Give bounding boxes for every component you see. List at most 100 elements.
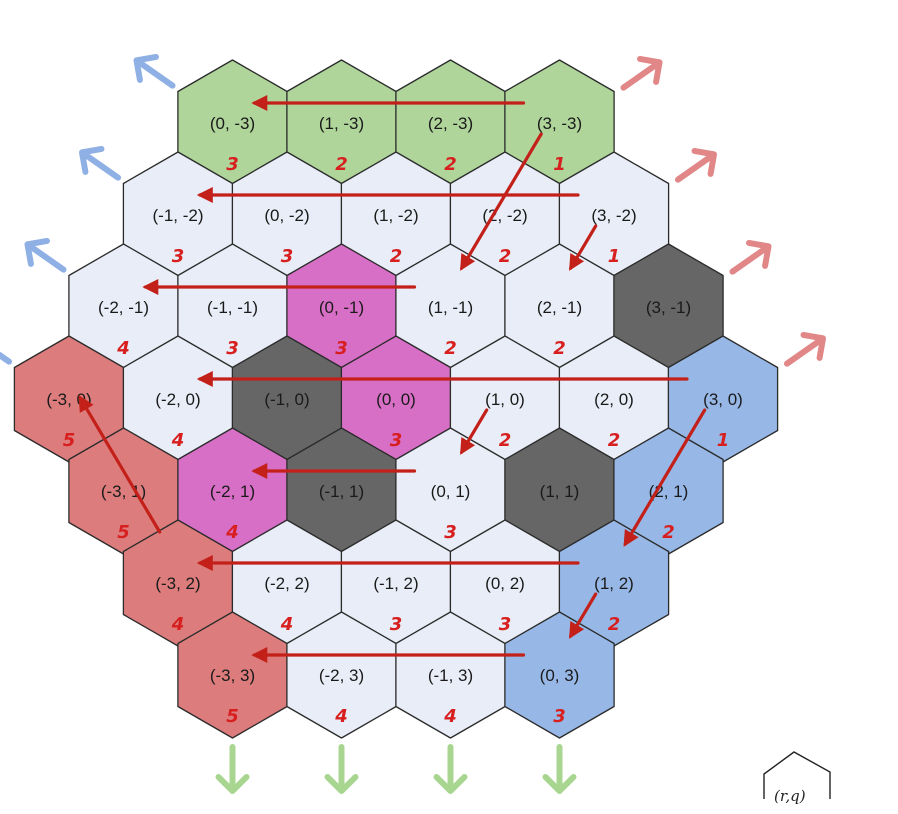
hex-cost-label: 2	[662, 522, 675, 543]
hex-cost-label: 2	[553, 338, 566, 359]
edge-arrow-upper-left-3-icon	[0, 329, 13, 365]
hex-cost-label: 4	[334, 706, 348, 727]
hex-coordinate-label: (0, 1)	[431, 482, 471, 501]
hex-coordinate-label: (-1, -1)	[207, 298, 258, 317]
hex-coordinate-label: (1, -3)	[319, 114, 364, 133]
hex-coordinate-label: (0, -2)	[264, 206, 309, 225]
flow-arrow-4	[569, 224, 598, 271]
hex-cell-2--1: (2, -1) 2	[504, 243, 615, 371]
hex-coordinate-label: (-2, 2)	[264, 574, 309, 593]
hex-coordinate-label: (0, -3)	[210, 114, 255, 133]
flow-arrow-3	[460, 132, 543, 271]
edge-arrow-down-3-icon	[542, 744, 577, 794]
edge-arrow-upper-right-1-icon	[674, 147, 718, 183]
hex-cell-3--2: (3, -2) 1	[558, 151, 670, 279]
hex-cost-label: 5	[63, 430, 76, 451]
hex-coordinate-label: (0, 0)	[376, 390, 416, 409]
hex-cost-label: 4	[171, 430, 185, 451]
hex-cost-label: 2	[499, 430, 512, 451]
flow-arrow-10	[569, 592, 598, 639]
hex-cost-label: 3	[390, 430, 403, 451]
hex-coordinate-label: (-2, 3)	[319, 666, 364, 685]
hex-cost-label: 5	[117, 522, 130, 543]
hex-cost-label: 2	[335, 154, 348, 175]
edge-arrow-upper-left-0-icon	[133, 53, 176, 89]
hex-cell-3-1: (-3, 1) 5	[68, 427, 179, 555]
hex-coordinate-label: (1, -2)	[373, 206, 418, 225]
hex-cost-label: 1	[717, 430, 730, 451]
hex-coordinate-label: (0, 3)	[540, 666, 580, 685]
hex-cell-3--1: (3, -1)	[613, 243, 724, 371]
hex-cost-label: 1	[608, 246, 621, 267]
hex-cost-label: 3	[226, 154, 239, 175]
edge-arrow-down-2-icon	[433, 744, 468, 794]
edge-arrow-upper-right-3-icon	[783, 331, 827, 367]
hex-coordinate-label: (-3, 2)	[155, 574, 200, 593]
hex-cost-label: 3	[226, 338, 239, 359]
hex-coordinate-label: (-1, 3)	[428, 666, 473, 685]
edge-arrow-upper-left-1-icon	[78, 145, 122, 181]
hex-cost-label: 2	[444, 154, 457, 175]
edge-arrow-down-0-icon	[215, 744, 250, 794]
hex-coordinate-label: (3, -3)	[537, 114, 582, 133]
hex-cell-1--3: (1, -3) 2	[286, 59, 397, 187]
hex-cost-label: 3	[444, 522, 457, 543]
hex-coordinate-label: (3, 0)	[703, 390, 743, 409]
hex-cost-label: 4	[443, 706, 457, 727]
hex-coordinate-label: (-3, 1)	[101, 482, 146, 501]
hex-cost-label: 3	[281, 246, 294, 267]
hex-cost-label: 3	[390, 614, 403, 635]
hex-cell-0-3: (0, 3) 3	[504, 611, 615, 739]
flow-arrow-8	[623, 408, 707, 547]
hex-cost-label: 1	[553, 154, 566, 175]
hex-coordinate-label: (2, 0)	[594, 390, 634, 409]
hex-coordinate-label: (-1, 2)	[373, 574, 418, 593]
hex-cost-label: 2	[608, 430, 621, 451]
flow-arrows	[78, 95, 707, 663]
hex-cost-label: 2	[608, 614, 621, 635]
hex-coordinate-label: (-1, -2)	[153, 206, 204, 225]
hex-cell-3-3: (-3, 3) 5	[177, 611, 288, 739]
hex-cell-0-0: (0, 0) 3	[340, 335, 452, 463]
hex-coordinate-label: (0, 2)	[485, 574, 525, 593]
hex-coordinate-label: (-2, -1)	[98, 298, 149, 317]
hex-cost-label: 4	[171, 614, 185, 635]
hex-cell-3-0: (3, 0) 1	[667, 335, 779, 463]
hex-cell-2--2: (2, -2) 2	[449, 151, 561, 279]
hex-coordinate-label: (0, -1)	[319, 298, 364, 317]
hex-cost-label: 5	[226, 706, 239, 727]
hex-cell-2-1: (-2, 1) 4	[177, 427, 288, 555]
hex-cost-label: 3	[553, 706, 566, 727]
flow-arrow-12	[78, 395, 162, 534]
hex-coordinate-label: (3, -2)	[591, 206, 636, 225]
flow-arrow-6	[460, 408, 489, 455]
hex-cost-label: 2	[444, 338, 457, 359]
legend-label: (r,q)	[774, 787, 806, 805]
hex-cost-label: 4	[280, 614, 294, 635]
edge-arrow-upper-right-2-icon	[729, 239, 772, 275]
hex-cost-label: 3	[499, 614, 512, 635]
hex-cost-label: 4	[225, 522, 239, 543]
hex-coordinate-label: (2, -3)	[428, 114, 473, 133]
hex-coordinate-label: (-2, 0)	[155, 390, 200, 409]
edge-arrow-upper-right-0-icon	[620, 55, 663, 91]
edge-arrows	[0, 53, 827, 794]
hex-coordinate-label: (2, -1)	[537, 298, 582, 317]
hex-coordinate-label: (1, 0)	[485, 390, 525, 409]
edge-arrow-upper-left-2-icon	[24, 237, 67, 273]
hex-coordinate-label: (-3, 3)	[210, 666, 255, 685]
hex-coordinate-label: (1, 1)	[540, 482, 580, 501]
hex-coordinate-label: (-1, 0)	[264, 390, 309, 409]
hex-cost-label: 2	[499, 246, 512, 267]
hex-cell-0-2: (0, 2) 3	[449, 519, 561, 647]
legend-house-icon: (r,q)	[763, 751, 831, 805]
hex-cost-label: 2	[390, 246, 403, 267]
hex-shape	[504, 611, 615, 739]
hex-coordinate-label: (-2, 1)	[210, 482, 255, 501]
hex-cell-1-0: (-1, 0)	[231, 335, 343, 463]
edge-arrow-down-1-icon	[324, 744, 359, 794]
hex-layer: (0, -3) 3 (1, -3) 2 (2, -3) 2 (3, -3) 1 (-1, -2)…	[13, 59, 779, 739]
hex-coordinate-label: (2, -2)	[482, 206, 527, 225]
hex-cost-label: 3	[172, 246, 185, 267]
